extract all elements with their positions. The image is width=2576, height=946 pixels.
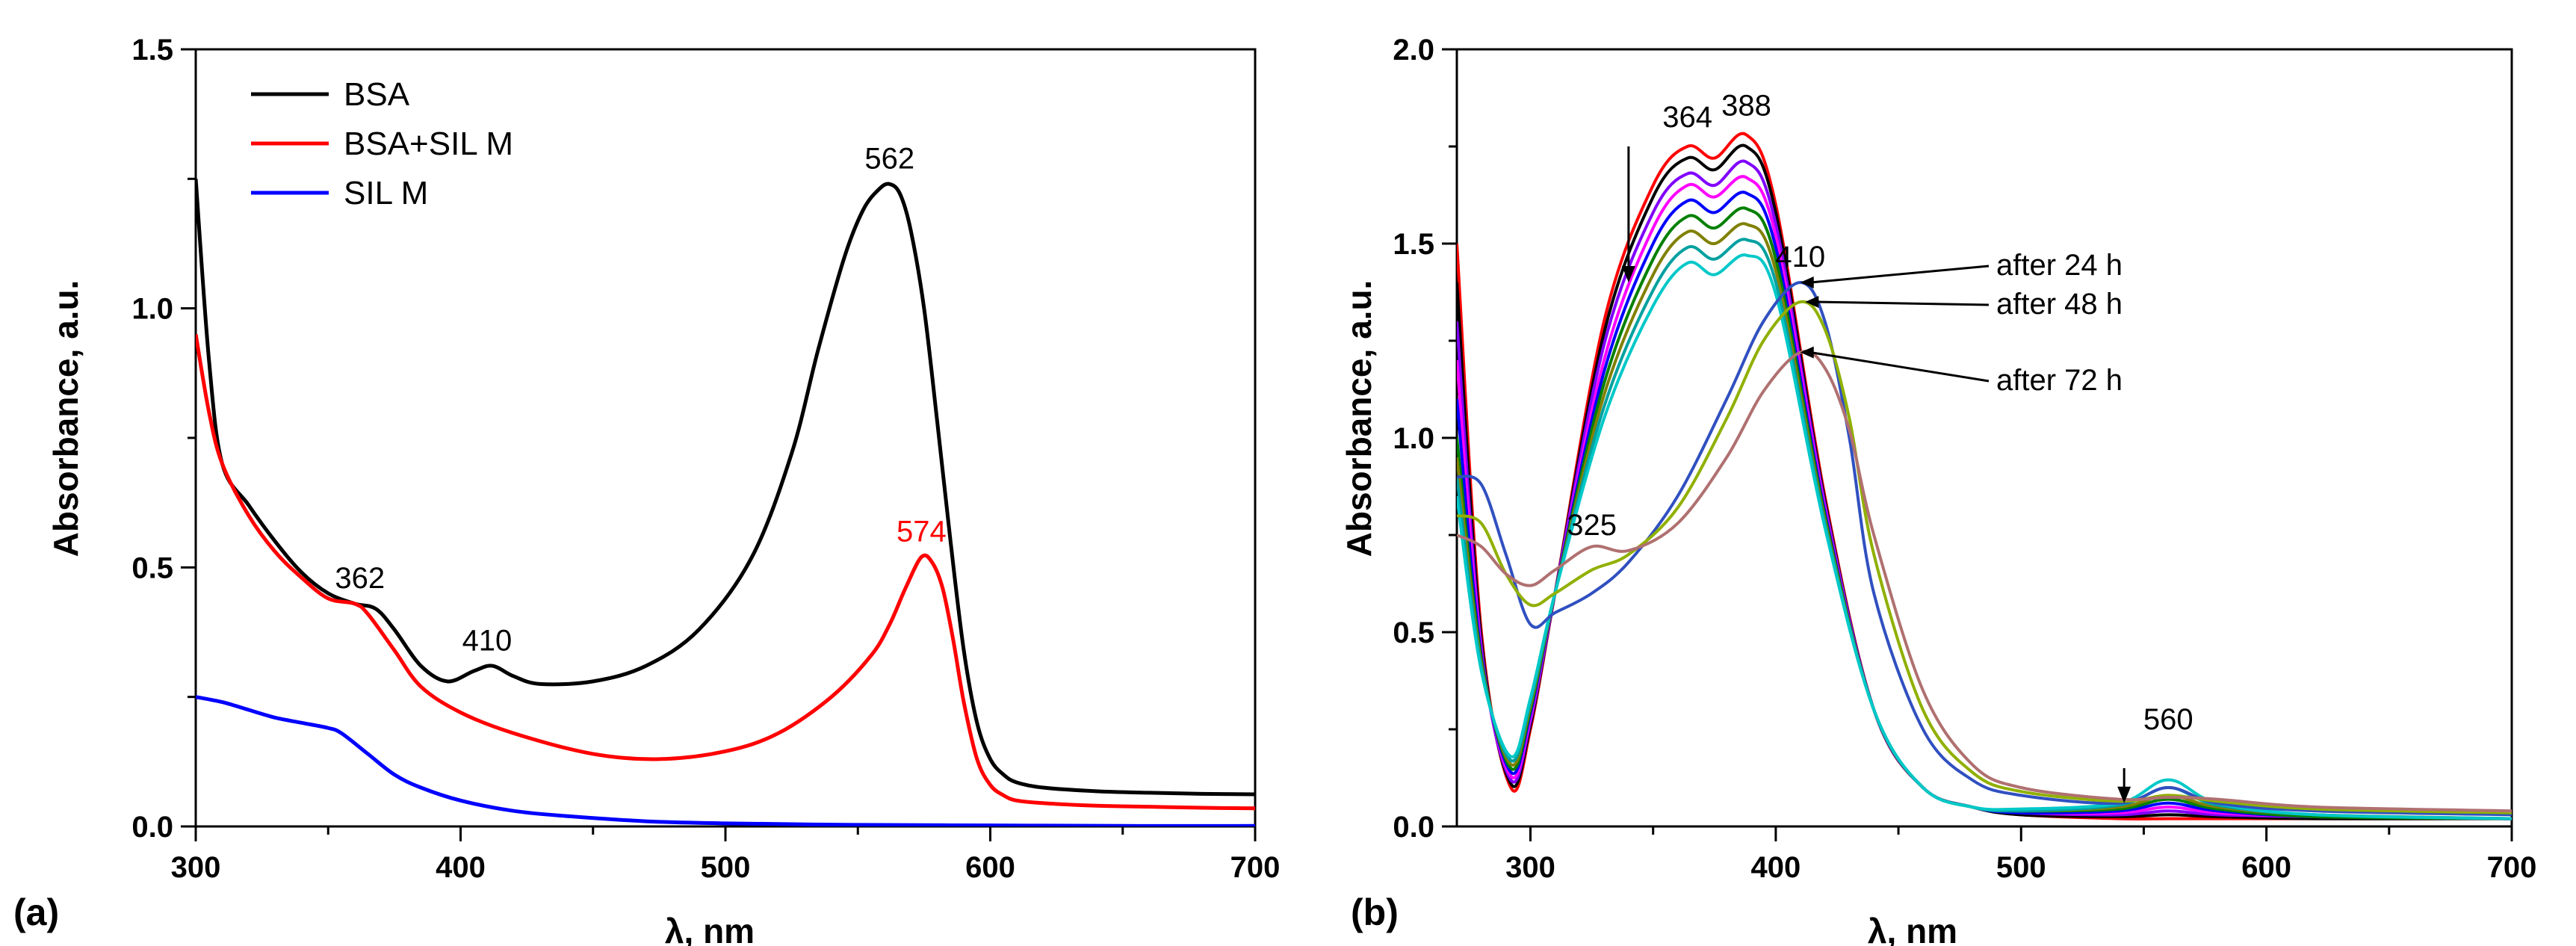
x-tick-label: 300 bbox=[1505, 851, 1555, 884]
callout-arrowhead bbox=[1800, 346, 1814, 359]
x-tick-label: 400 bbox=[1751, 851, 1801, 884]
series-line-bsa-sil-m bbox=[196, 333, 1255, 811]
series-group bbox=[1457, 132, 2512, 820]
peak-label: 574 bbox=[897, 516, 947, 548]
panel-label: (b) bbox=[1351, 891, 1399, 933]
peak-label: 364 bbox=[1662, 101, 1712, 134]
chart-panel-a: 300 400 500 600 700 0.0 0.5 1.0 1.5 λ, nm Absorban… bbox=[13, 34, 1280, 946]
series-line-t3 bbox=[1457, 159, 2512, 820]
callout-arrowhead bbox=[1805, 296, 1819, 308]
x-tick-label: 500 bbox=[701, 851, 751, 884]
series-line-t4 bbox=[1457, 175, 2512, 820]
x-tick-label: 700 bbox=[2487, 851, 2537, 884]
callout-line bbox=[1815, 300, 1990, 306]
series-line-after-48-h bbox=[1457, 300, 2512, 814]
callout-line bbox=[1810, 351, 1990, 383]
trend-arrowhead bbox=[1621, 266, 1635, 282]
y-tick-label: 0.5 bbox=[1393, 616, 1434, 649]
x-tick-label: 400 bbox=[436, 851, 486, 884]
chart-panel-b: 300 400 500 600 700 0.0 0.5 1.0 1.5 2.0 λ, nm Absor… bbox=[1340, 34, 2536, 946]
series-group bbox=[196, 179, 1255, 826]
x-tick-label: 500 bbox=[1996, 851, 2046, 884]
legend-label: BSA bbox=[344, 76, 410, 113]
y-axis-label: Absorbance, a.u. bbox=[46, 280, 85, 557]
y-tick-label: 0.5 bbox=[131, 551, 173, 584]
peak-label: 325 bbox=[1567, 509, 1617, 542]
callout-line bbox=[1810, 265, 1990, 284]
series-line-after-72-h bbox=[1457, 350, 2512, 813]
y-axis-label: Absorbance, a.u. bbox=[1340, 280, 1378, 557]
peak-label: 388 bbox=[1721, 89, 1771, 122]
series-line-t1 bbox=[1457, 132, 2512, 820]
callout-label: after 24 h bbox=[1996, 249, 2123, 282]
peak-label: 362 bbox=[335, 562, 385, 595]
y-tick-label: 1.5 bbox=[131, 34, 173, 67]
series-line-t5 bbox=[1457, 191, 2512, 820]
x-tick-label: 300 bbox=[171, 851, 221, 884]
callout-label: after 72 h bbox=[1996, 364, 2123, 397]
y-tick-label: 0.0 bbox=[131, 811, 173, 844]
panel-label: (a) bbox=[13, 891, 59, 933]
x-tick-label: 600 bbox=[965, 851, 1015, 884]
x-axis-label: λ, nm bbox=[665, 912, 755, 946]
x-tick-label: 600 bbox=[2241, 851, 2291, 884]
peak-label: 410 bbox=[1775, 241, 1825, 273]
callout-label: after 48 h bbox=[1996, 288, 2123, 321]
peak-label: 560 bbox=[2143, 703, 2193, 736]
y-tick-label: 2.0 bbox=[1393, 34, 1434, 67]
legend-label: BSA+SIL M bbox=[344, 126, 513, 162]
series-line-bsa bbox=[196, 179, 1255, 797]
callout-arrowhead bbox=[1800, 276, 1814, 288]
plot-frame bbox=[1455, 48, 2513, 828]
legend-label: SIL M bbox=[344, 175, 428, 211]
y-tick-label: 0.0 bbox=[1393, 811, 1434, 844]
x-tick-label: 700 bbox=[1230, 851, 1281, 884]
plot-frame bbox=[194, 48, 1257, 828]
y-tick-label: 1.0 bbox=[1393, 422, 1434, 455]
x-axis-label: λ, nm bbox=[1868, 912, 1957, 946]
y-tick-label: 1.0 bbox=[131, 293, 173, 326]
legend: BSA BSA+SIL M SIL M bbox=[251, 76, 513, 211]
y-tick-label: 1.5 bbox=[1393, 228, 1434, 261]
peak-label: 410 bbox=[462, 624, 513, 657]
peak-label: 562 bbox=[864, 142, 914, 175]
series-line-sil-m bbox=[196, 695, 1255, 826]
series-line-t2 bbox=[1457, 143, 2512, 820]
series-line-t9 bbox=[1457, 253, 2512, 820]
trend-arrowhead bbox=[2117, 786, 2131, 803]
